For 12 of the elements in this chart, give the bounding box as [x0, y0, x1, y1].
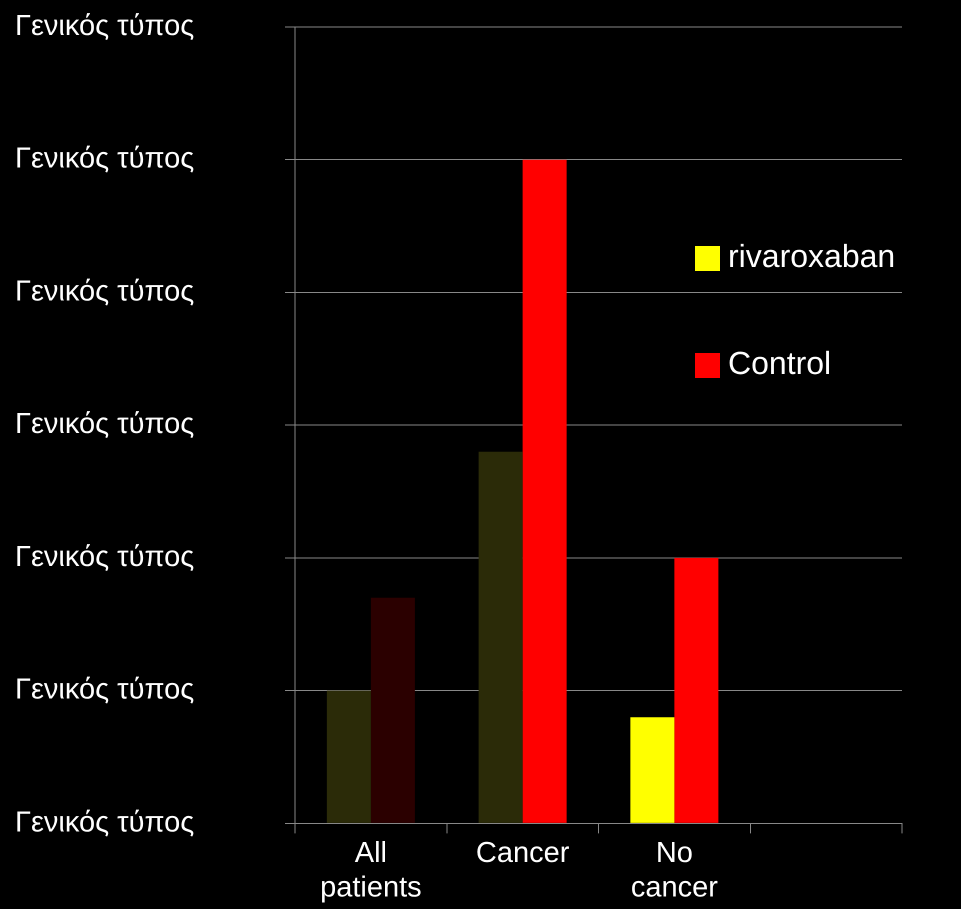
text: Γενικός τύπος	[15, 674, 194, 706]
x-tick-label: No cancer	[630, 836, 718, 904]
legend-label: rivaroxaban	[728, 238, 896, 274]
text: Γενικός τύπος	[15, 10, 194, 42]
text: Γενικός τύπος	[15, 275, 194, 308]
x-tick-label: Cancer	[476, 836, 570, 869]
text: Γενικός τύπος	[15, 142, 194, 175]
legend-label: Control	[728, 344, 832, 381]
x-tick-label: All patients	[320, 836, 422, 904]
text: Γενικός τύπος	[15, 806, 194, 838]
text: Γενικός τύπος	[15, 408, 194, 440]
text: Γενικός τύπος	[15, 540, 194, 573]
